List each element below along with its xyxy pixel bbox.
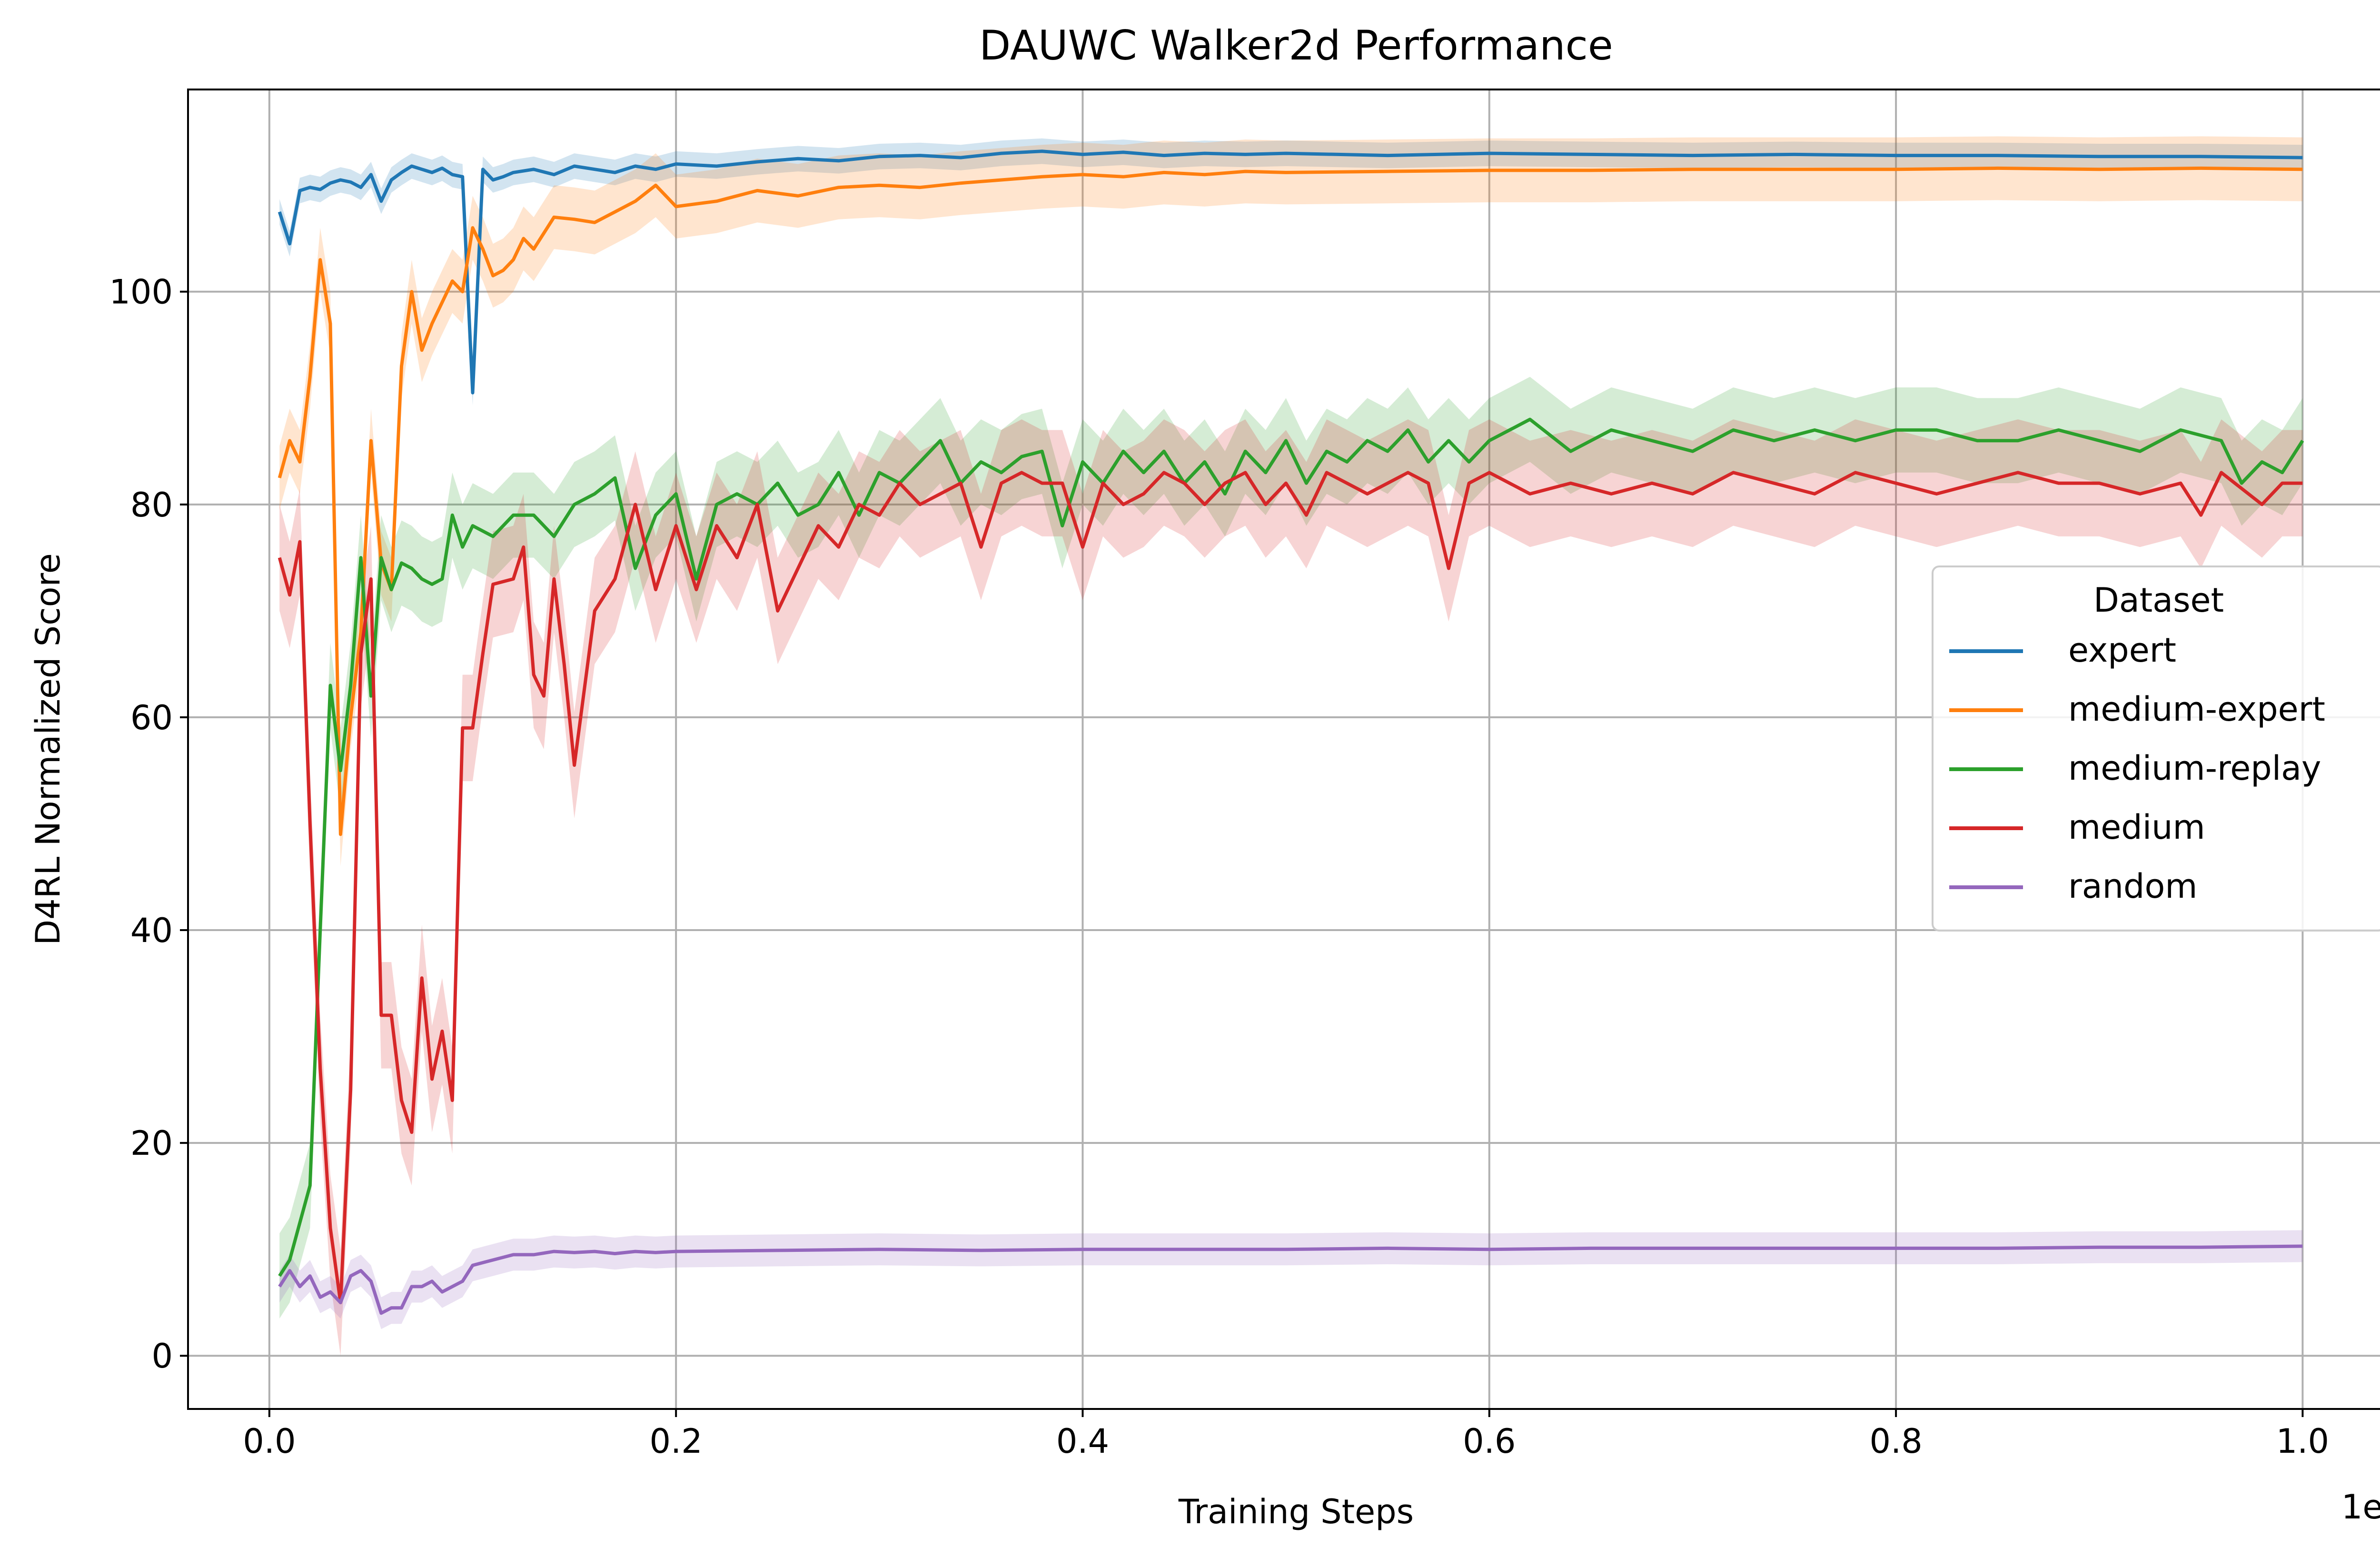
- x-axis: 0.0 0.2 0.4 0.6 0.8 1.0: [243, 1409, 2329, 1461]
- x-axis-label: Training Steps: [1178, 1492, 1414, 1531]
- series-line-expert: [278, 149, 2303, 395]
- band-medium-replay: [279, 377, 2303, 1319]
- y-tick-label: 80: [130, 486, 173, 525]
- y-tick-label: 60: [130, 698, 173, 737]
- series-line-medium: [278, 471, 2303, 1304]
- band-expert: [279, 138, 2303, 406]
- legend-box: [1932, 565, 2380, 932]
- x-tick-label: 0.8: [1869, 1422, 1922, 1461]
- x-tick-label: 0.0: [243, 1422, 296, 1461]
- series-line-random: [278, 1244, 2303, 1315]
- x-tick-label: 1.0: [2276, 1422, 2329, 1461]
- error-bands: [279, 136, 2303, 1356]
- y-tick-label: 100: [109, 273, 173, 312]
- chart-title: DAUWC Walker2d Performance: [979, 22, 1613, 69]
- band-random: [279, 1230, 2303, 1329]
- series-lines: [278, 149, 2304, 1315]
- y-tick-label: 40: [130, 911, 173, 950]
- x-tick-label: 0.2: [650, 1422, 703, 1461]
- legend-label-medium: medium: [2068, 808, 2205, 847]
- plot-frame: [187, 89, 2380, 1410]
- legend-label-random: random: [2068, 867, 2198, 906]
- x-tick-label: 0.4: [1056, 1422, 1109, 1461]
- x-tick-label: 0.6: [1463, 1422, 1516, 1461]
- legend-label-expert: expert: [2068, 631, 2176, 670]
- legend-label-medium-replay: medium-replay: [2068, 749, 2321, 788]
- y-tick-label: 0: [151, 1337, 173, 1376]
- y-tick-label: 20: [130, 1124, 173, 1163]
- legend: Dataset expert medium-expert medium-replay…: [1932, 565, 2380, 932]
- y-axis: 0 20 40 60 80 100: [109, 273, 188, 1376]
- band-medium: [279, 419, 2303, 1356]
- legend-title: Dataset: [2093, 581, 2224, 620]
- series-line-medium-replay: [278, 417, 2304, 1277]
- x-axis-scale-label: 1e6: [2341, 1488, 2380, 1527]
- y-axis-label: D4RL Normalized Score: [29, 553, 68, 945]
- legend-label-medium-expert: medium-expert: [2068, 690, 2325, 729]
- series-line-medium-expert: [278, 166, 2303, 836]
